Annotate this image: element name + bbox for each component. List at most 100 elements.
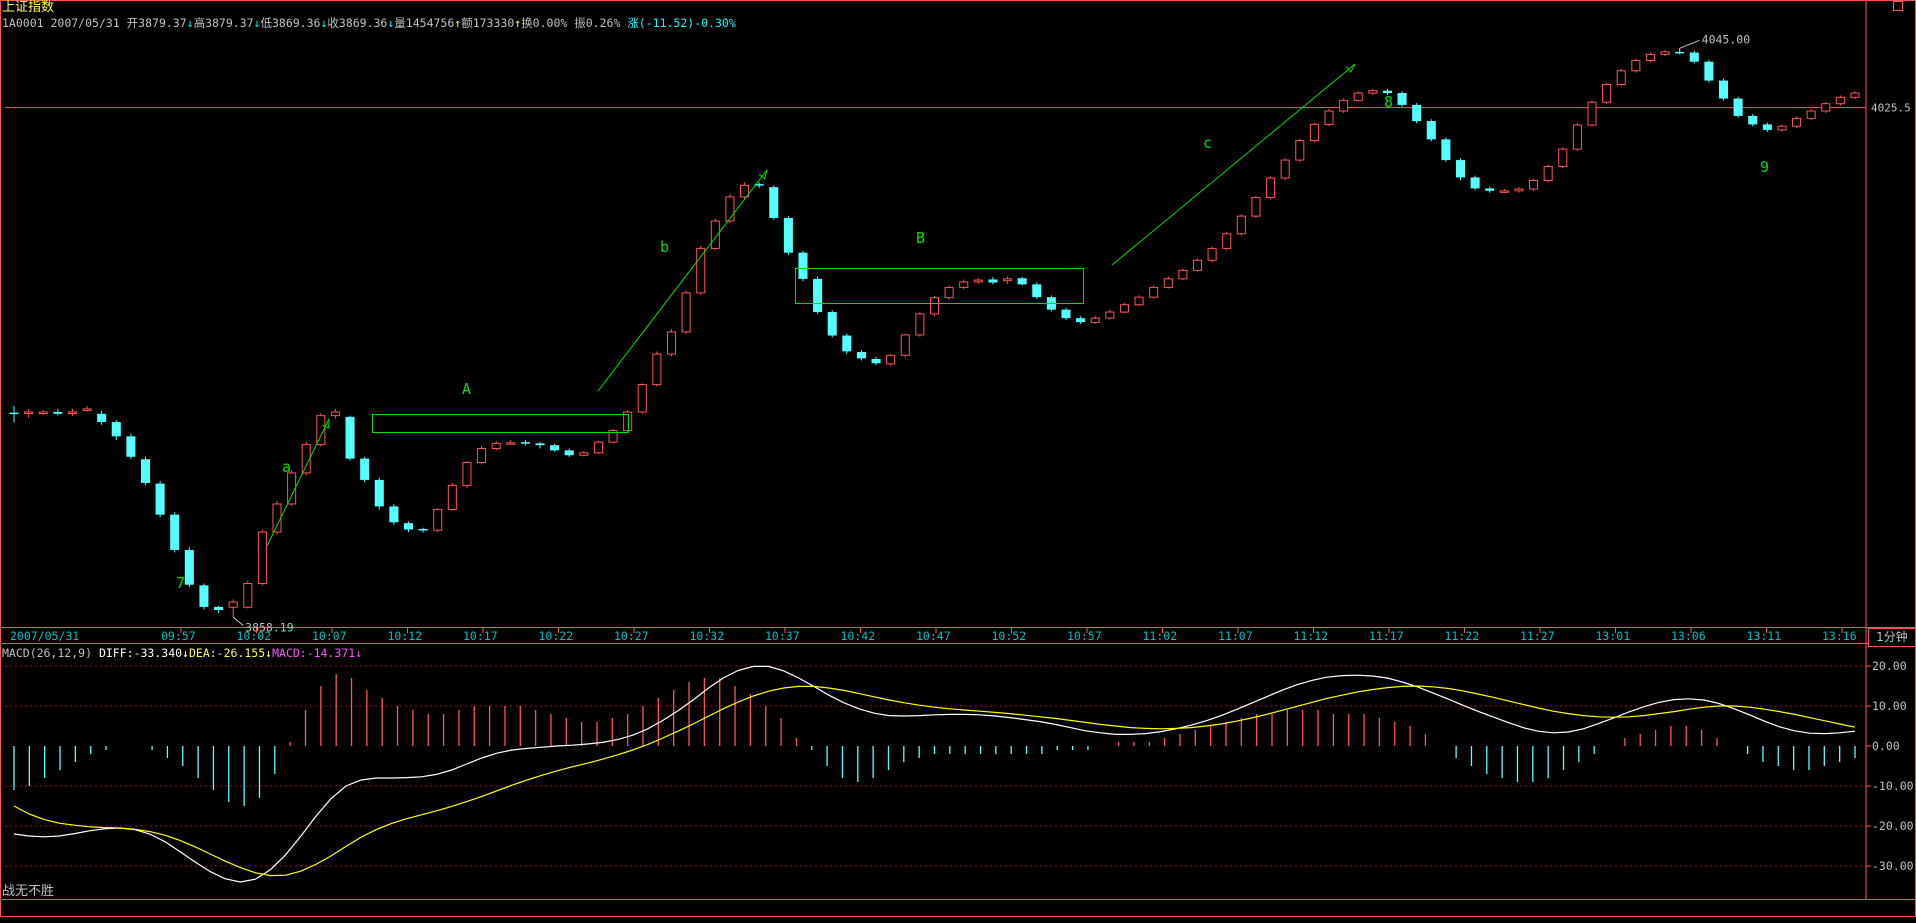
period-selector[interactable]: 1分钟 xyxy=(1868,628,1916,647)
candle-body xyxy=(228,601,238,608)
candle xyxy=(301,442,311,476)
candle xyxy=(1602,82,1612,105)
candle xyxy=(740,182,750,199)
candle xyxy=(97,410,107,425)
candle-body xyxy=(1266,177,1276,199)
time-label: 11:22 xyxy=(1445,629,1480,643)
quote-amount: 额173330 xyxy=(461,16,515,30)
candle-body xyxy=(1718,80,1729,99)
candle-body xyxy=(1792,117,1802,127)
candle-body xyxy=(1178,269,1188,280)
high-label: 4045.00 xyxy=(1702,32,1751,46)
candle-body xyxy=(754,184,764,186)
time-label: 10:52 xyxy=(992,629,1027,643)
time-label: 10:27 xyxy=(614,629,649,643)
candle-body xyxy=(1645,53,1655,61)
candle xyxy=(1572,123,1582,151)
quote-high: 高3879.37 xyxy=(193,16,254,30)
candle xyxy=(418,527,428,533)
time-label-date: 2007/05/31 xyxy=(10,629,79,643)
macd-tick-label: -30.00 xyxy=(1872,859,1914,873)
candle xyxy=(769,185,779,220)
candle xyxy=(1529,178,1539,191)
candle xyxy=(1192,258,1203,272)
candle xyxy=(710,218,720,251)
candle-body xyxy=(1134,296,1144,306)
candle xyxy=(67,408,77,416)
candle xyxy=(593,440,603,455)
candle-body xyxy=(1821,103,1831,112)
candle xyxy=(1324,109,1334,127)
candle-body xyxy=(593,441,603,454)
trend-arrow xyxy=(266,418,330,547)
candle xyxy=(1397,91,1407,107)
candle xyxy=(856,350,866,361)
candle-body xyxy=(1485,188,1495,191)
axes: 4025.5 2007/05/31 09:57 10:02 10:07 10:12 10:1… xyxy=(10,102,1914,873)
candle-body xyxy=(608,430,618,443)
candle-body xyxy=(1105,311,1115,319)
time-label: 10:42 xyxy=(841,629,876,643)
candle xyxy=(243,581,253,609)
candle-body xyxy=(681,292,691,333)
candle xyxy=(316,413,326,447)
candle xyxy=(111,420,121,441)
candle-body xyxy=(1032,284,1042,298)
candle-body xyxy=(1207,247,1217,261)
candle xyxy=(1499,189,1509,193)
candle-body xyxy=(462,462,472,486)
candle-body xyxy=(1397,93,1407,105)
candle-body xyxy=(1660,51,1670,55)
candle xyxy=(550,443,560,452)
candle xyxy=(1455,158,1466,180)
candle xyxy=(608,428,618,444)
candle xyxy=(1119,302,1129,314)
wave-label: b xyxy=(660,238,669,256)
candle-body xyxy=(1602,84,1612,103)
candle-body xyxy=(330,411,340,417)
candle xyxy=(1076,316,1086,324)
wave-label: c xyxy=(1203,134,1212,152)
macd-dea: DEA:-26.155 xyxy=(188,646,266,660)
candle-body xyxy=(1441,139,1451,161)
candle xyxy=(155,481,165,518)
candle xyxy=(959,279,969,290)
candle xyxy=(1675,48,1685,55)
arrow-down-icon: ↓ xyxy=(387,16,395,30)
candle-body xyxy=(1017,278,1027,285)
candle-body xyxy=(842,335,852,352)
quote-amplitude: 振0.26% xyxy=(574,16,621,30)
candle xyxy=(944,285,954,300)
candle-body xyxy=(374,479,384,507)
macd-tick-label: -10.00 xyxy=(1872,779,1914,793)
candle xyxy=(1266,176,1276,200)
candle-body xyxy=(1529,179,1539,190)
candle-body xyxy=(1309,123,1319,142)
candle xyxy=(681,290,691,334)
candle xyxy=(330,408,340,419)
candle-body xyxy=(38,411,48,414)
candle-body xyxy=(637,384,647,413)
candle xyxy=(228,599,238,618)
candle-body xyxy=(97,413,107,423)
wave-label: 7 xyxy=(176,574,185,592)
candle xyxy=(813,276,823,314)
candle xyxy=(433,508,443,533)
candle xyxy=(754,182,764,188)
candle-body xyxy=(579,452,589,456)
time-label: 13:11 xyxy=(1747,629,1782,643)
candle-body xyxy=(871,358,881,364)
candle xyxy=(1222,231,1232,251)
candle xyxy=(447,482,457,511)
time-label: 10:32 xyxy=(690,629,725,643)
maximize-icon[interactable] xyxy=(1893,1,1903,11)
candle-body xyxy=(1061,309,1071,319)
candle-body xyxy=(520,442,530,444)
candle-body xyxy=(287,472,297,505)
candle xyxy=(1792,116,1802,129)
candle-body xyxy=(82,408,92,411)
candle-body xyxy=(886,354,896,365)
arrow-up-icon: ↑ xyxy=(454,16,462,30)
candle xyxy=(1382,88,1392,95)
